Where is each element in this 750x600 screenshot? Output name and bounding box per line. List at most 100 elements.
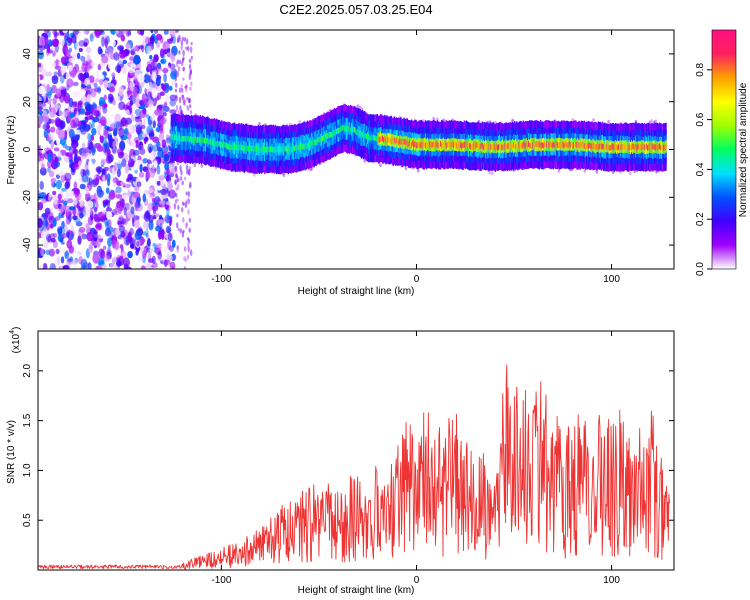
heatmap-noise-blob — [49, 119, 55, 124]
heatmap-noise-blob — [138, 145, 142, 150]
heatmap-noise-blob — [91, 102, 96, 109]
heatmap-sparse-blob — [175, 187, 178, 191]
heatmap-noise-blob — [40, 238, 48, 244]
heatmap-noise-blob — [148, 266, 154, 269]
heatmap-noise-blob — [140, 265, 146, 269]
heatmap-noise-blob — [132, 109, 141, 117]
heatmap-noise-blob — [116, 260, 122, 267]
heatmap-noise-blob — [100, 263, 107, 269]
heatmap-noise-blob — [160, 188, 168, 195]
heatmap-noise-blob — [110, 30, 117, 35]
heatmap-noise-blob — [130, 237, 134, 246]
heatmap-noise-blob — [63, 264, 71, 269]
heatmap-halo-blob — [592, 118, 595, 122]
heatmap-halo-blob — [654, 119, 658, 123]
heatmap-noise-blob — [101, 55, 109, 64]
heatmap-noise-blob — [169, 99, 177, 107]
spectrogram-y-tick-label: -20 — [22, 190, 33, 205]
heatmap-halo-blob — [356, 104, 360, 108]
heatmap-noise-blob — [142, 193, 147, 203]
heatmap-noise-blob — [147, 202, 153, 212]
heatmap-noise-blob — [159, 118, 167, 125]
heatmap-halo-blob — [358, 105, 362, 110]
heatmap-noise-blob — [132, 87, 139, 97]
heatmap-noise-blob — [77, 73, 85, 81]
snr-y-multiplier-base: (x10 — [11, 333, 22, 353]
spectrogram-y-tick-label: -40 — [22, 237, 33, 252]
heatmap-noise-blob — [47, 166, 51, 173]
heatmap-noise-blob — [84, 116, 89, 123]
heatmap-sparse-blob — [173, 254, 177, 260]
heatmap-sparse-blob — [175, 192, 178, 198]
heatmap-noise-blob — [135, 124, 142, 135]
heatmap-noise-blob — [141, 252, 147, 259]
heatmap-noise-blob — [99, 48, 103, 55]
heatmap-noise-blob — [38, 146, 42, 155]
snr-y-tick-label: 1.0 — [22, 463, 33, 477]
heatmap-noise-blob — [46, 84, 51, 92]
heatmap-noise-blob — [116, 168, 121, 178]
heatmap-noise-blob — [119, 197, 126, 207]
heatmap-noise-blob — [125, 42, 130, 49]
heatmap-noise-blob — [47, 211, 54, 221]
heatmap-noise-blob — [81, 174, 89, 183]
heatmap-noise-blob — [106, 211, 113, 220]
heatmap-noise-blob — [53, 104, 61, 110]
heatmap-sparse-blob — [188, 58, 192, 64]
heatmap-noise-blob — [57, 256, 61, 265]
spectrogram-y-tick-label: 40 — [22, 48, 33, 60]
heatmap-noise-blob — [138, 45, 144, 50]
heatmap-noise-blob — [92, 240, 98, 246]
heatmap-sparse-blob — [178, 59, 182, 65]
heatmap-noise-blob — [156, 62, 162, 70]
heatmap-sparse-blob — [179, 176, 183, 181]
heatmap-sparse-blob — [178, 96, 182, 104]
heatmap-noise-blob — [147, 100, 155, 106]
heatmap-noise-blob — [86, 54, 91, 63]
heatmap-noise-blob — [127, 173, 133, 181]
heatmap-noise-blob — [92, 231, 99, 242]
heatmap-noise-blob — [131, 104, 137, 110]
heatmap-noise-blob — [135, 139, 139, 149]
heatmap-noise-blob — [108, 190, 116, 200]
heatmap-noise-blob — [66, 84, 70, 91]
heatmap-sparse-blob — [187, 197, 190, 205]
heatmap-sparse-blob — [175, 104, 179, 112]
heatmap-noise-blob — [167, 180, 173, 191]
heatmap-noise-blob — [68, 159, 73, 165]
heatmap-noise-blob — [74, 153, 78, 163]
heatmap-sparse-blob — [185, 224, 188, 230]
heatmap-noise-blob — [81, 63, 88, 73]
heatmap-halo-blob — [595, 170, 599, 174]
heatmap-noise-blob — [108, 263, 114, 268]
heatmap-noise-blob — [152, 120, 156, 129]
heatmap-noise-blob — [44, 219, 49, 228]
heatmap-noise-blob — [124, 128, 128, 136]
heatmap-noise-blob — [46, 124, 50, 130]
heatmap-noise-blob — [88, 141, 94, 150]
heatmap-noise-blob — [166, 254, 173, 261]
heatmap-noise-blob — [119, 140, 126, 151]
heatmap-noise-blob — [165, 201, 171, 206]
heatmap-sparse-blob — [177, 66, 181, 72]
heatmap-noise-blob — [163, 101, 168, 108]
heatmap-noise-blob — [80, 55, 86, 62]
snr-y-axis-label: SNR (10 * v/v) — [6, 420, 17, 484]
heatmap-sparse-blob — [180, 40, 184, 46]
heatmap-sparse-blob — [186, 254, 190, 260]
heatmap-noise-blob — [45, 71, 53, 77]
heatmap-noise-blob — [162, 67, 169, 74]
heatmap-noise-blob — [38, 252, 44, 259]
heatmap-noise-blob — [120, 181, 127, 186]
heatmap-noise-blob — [60, 173, 65, 183]
heatmap-noise-blob — [132, 151, 136, 158]
heatmap-noise-blob — [55, 248, 60, 255]
heatmap-noise-blob — [153, 192, 160, 198]
heatmap-sparse-blob — [185, 191, 188, 196]
heatmap-noise-blob — [61, 220, 65, 229]
heatmap-noise-blob — [95, 105, 102, 111]
heatmap-noise-blob — [87, 262, 92, 269]
heatmap-sparse-blob — [174, 165, 177, 172]
heatmap-noise-blob — [82, 30, 90, 35]
heatmap-noise-blob — [47, 129, 51, 133]
